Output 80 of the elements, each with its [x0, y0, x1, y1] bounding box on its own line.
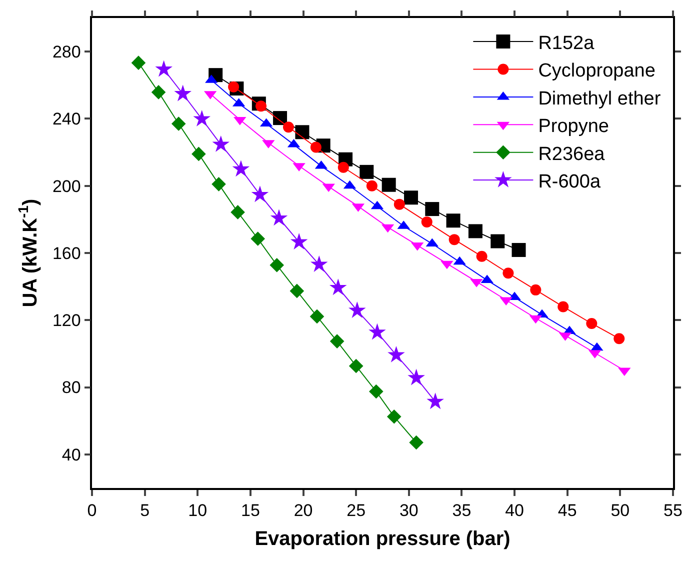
point — [256, 100, 267, 112]
point — [368, 323, 386, 340]
x-tick-label: 15 — [240, 501, 260, 520]
y-tick-label: 240 — [52, 110, 81, 129]
point — [366, 180, 378, 192]
point — [448, 234, 460, 246]
point — [212, 177, 226, 192]
x-tick-label: 5 — [140, 501, 150, 520]
x-tick-label: 40 — [505, 501, 524, 520]
point — [426, 392, 444, 410]
point — [476, 250, 488, 262]
point — [310, 255, 328, 272]
point — [171, 116, 186, 131]
point — [558, 301, 569, 312]
point — [614, 333, 625, 344]
y-tick-label: 200 — [52, 176, 81, 196]
point — [348, 358, 364, 374]
point — [250, 232, 265, 246]
point — [512, 242, 526, 257]
point — [338, 162, 349, 173]
legend-label: Cyclopropane — [538, 60, 656, 82]
point — [404, 190, 418, 205]
point — [295, 125, 310, 140]
point — [446, 214, 460, 228]
point — [232, 160, 250, 177]
x-axis-title: Evaporation pressure (bar) — [254, 528, 510, 550]
y-tick-label: 280 — [52, 42, 81, 62]
point — [421, 216, 432, 228]
point — [382, 178, 396, 192]
point — [490, 234, 505, 248]
point — [228, 81, 240, 92]
point — [230, 205, 245, 220]
x-tick-label: 55 — [664, 501, 682, 520]
point — [586, 318, 598, 329]
point — [131, 56, 146, 70]
x-tick-label: 10 — [188, 501, 208, 520]
y-tick-label: 120 — [52, 311, 81, 330]
x-tick-label: 50 — [610, 501, 630, 520]
point — [310, 142, 322, 153]
point — [408, 368, 425, 386]
y-tick-label: 160 — [52, 244, 81, 263]
point — [192, 146, 206, 162]
point — [330, 334, 344, 348]
point — [530, 284, 542, 296]
point — [270, 258, 284, 272]
y-tick-label: 40 — [62, 445, 81, 464]
point — [290, 232, 308, 250]
point — [193, 110, 211, 126]
legend-label: R-600a — [538, 171, 601, 192]
x-tick-label: 20 — [294, 501, 313, 520]
point — [270, 209, 288, 226]
point — [155, 60, 172, 77]
point — [174, 84, 192, 102]
point — [409, 435, 424, 450]
point — [502, 268, 514, 279]
point — [329, 278, 347, 296]
point — [282, 122, 294, 133]
y-tick-label: 80 — [62, 378, 81, 398]
legend-label: Dimethyl ether — [538, 88, 662, 110]
point — [425, 202, 440, 216]
point — [394, 198, 405, 210]
point — [348, 301, 366, 318]
point — [251, 186, 269, 202]
legend-label: R236ea — [538, 144, 606, 165]
x-tick-label: 30 — [399, 501, 418, 520]
x-tick-label: 0 — [87, 501, 97, 520]
x-tick-label: 25 — [346, 501, 366, 520]
x-tick-label: 35 — [452, 501, 472, 520]
point — [360, 164, 374, 179]
point — [386, 410, 402, 424]
point — [212, 135, 230, 152]
legend-label: R152a — [538, 32, 595, 54]
point — [151, 85, 166, 100]
point — [290, 284, 304, 298]
point — [388, 346, 405, 362]
x-tick-label: 45 — [558, 501, 577, 520]
point — [468, 224, 482, 238]
legend-label: Propyne — [538, 116, 609, 138]
point — [369, 384, 384, 399]
point — [310, 309, 324, 324]
